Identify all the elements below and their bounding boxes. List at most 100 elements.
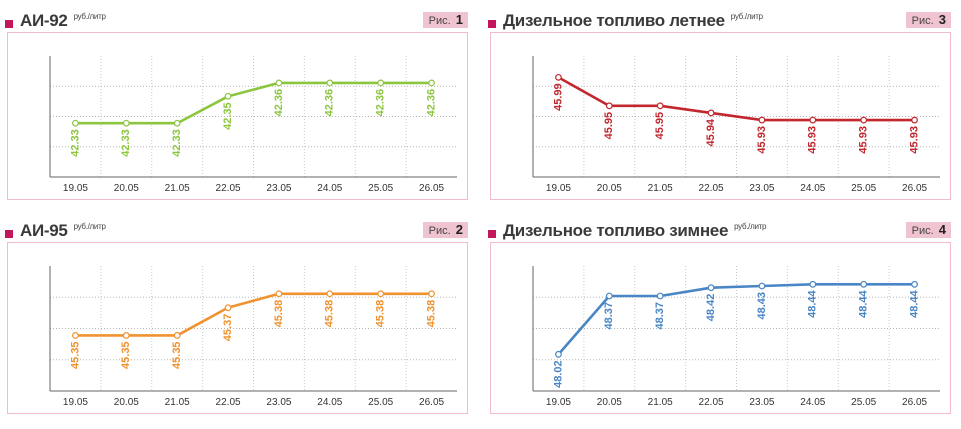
data-point <box>72 332 79 339</box>
data-point <box>173 119 181 127</box>
title-bullet <box>488 230 496 238</box>
chart-title: АИ-95 руб./литр <box>20 221 106 240</box>
chart-header: Дизельное топливо зимнее руб./литр Рис. 4 <box>488 220 951 242</box>
x-tick-label: 24.05 <box>800 397 825 408</box>
data-point <box>605 102 613 110</box>
chart-frame: 19.05 20.05 21.05 22.05 23.05 24.05 25.05 26.05… <box>7 32 468 200</box>
x-tick-label: 22.05 <box>216 183 241 194</box>
chart-title: Дизельное топливо зимнее руб./литр <box>503 221 767 240</box>
data-point <box>122 119 130 127</box>
chart-title: Дизельное топливо летнее руб./литр <box>503 11 763 30</box>
data-label: 45.35 <box>171 341 183 369</box>
data-label: 42.35 <box>222 102 234 130</box>
data-point <box>758 116 766 124</box>
chart-header: АИ-92 руб./литр Рис. 1 <box>5 10 468 32</box>
x-tick-label: 20.05 <box>597 397 622 408</box>
data-label: 45.95 <box>654 112 666 140</box>
chart-header: Дизельное топливо летнее руб./литр Рис. 3 <box>488 10 951 32</box>
x-tick-label: 25.05 <box>851 183 876 194</box>
data-point <box>860 280 868 288</box>
data-point <box>707 284 715 292</box>
x-tick-label: 19.05 <box>546 397 571 408</box>
data-point <box>555 350 562 358</box>
x-tick-label: 25.05 <box>851 397 876 408</box>
data-point <box>911 280 918 288</box>
data-point <box>809 280 817 288</box>
data-label: 42.36 <box>425 89 437 117</box>
data-label: 45.38 <box>273 300 285 328</box>
data-point <box>809 116 817 124</box>
data-label: 45.93 <box>807 126 819 154</box>
chart-plot: 19.05 20.05 21.05 22.05 23.05 24.05 25.05 26.05… <box>49 266 457 408</box>
data-label: 48.44 <box>908 289 920 317</box>
data-label: 45.38 <box>425 300 437 328</box>
data-label: 42.33 <box>120 129 132 157</box>
title-bullet <box>5 20 13 28</box>
x-tick-label: 21.05 <box>648 183 673 194</box>
data-point <box>911 116 918 124</box>
x-tick-label: 21.05 <box>648 397 673 408</box>
x-tick-label: 19.05 <box>63 183 88 194</box>
data-label: 48.44 <box>807 289 819 317</box>
x-tick-label: 23.05 <box>266 397 291 408</box>
x-tick-label: 26.05 <box>419 183 444 194</box>
series-line <box>557 283 915 356</box>
data-label: 45.35 <box>120 341 132 369</box>
unit-label: руб./литр <box>730 12 763 21</box>
data-point <box>224 304 232 312</box>
x-tick-label: 19.05 <box>546 183 571 194</box>
data-label: 48.42 <box>705 294 717 322</box>
chart-plot: 19.05 20.05 21.05 22.05 23.05 24.05 25.05 26.05… <box>49 56 457 194</box>
x-tick-label: 25.05 <box>368 183 393 194</box>
data-label: 42.33 <box>69 129 81 157</box>
x-tick-label: 22.05 <box>699 183 724 194</box>
x-tick-label: 26.05 <box>902 183 927 194</box>
x-tick-label: 20.05 <box>597 183 622 194</box>
data-point <box>377 79 385 87</box>
data-point <box>275 290 283 298</box>
data-point <box>275 79 283 87</box>
chart-panel-2: АИ-95 руб./литр Рис. 2 19.05 20.05 21.05 22.… <box>5 220 468 415</box>
chart-frame: 19.05 20.05 21.05 22.05 23.05 24.05 25.05 26.05… <box>490 242 951 414</box>
data-point <box>707 109 715 117</box>
chart-title: АИ-92 руб./литр <box>20 11 106 30</box>
chart-header: АИ-95 руб./литр Рис. 2 <box>5 220 468 242</box>
x-tick-label: 20.05 <box>114 397 139 408</box>
series-line <box>75 81 432 125</box>
x-tick-label: 22.05 <box>699 397 724 408</box>
series-line <box>557 76 915 122</box>
series-line <box>75 292 432 337</box>
data-point <box>860 116 868 124</box>
x-tick-label: 20.05 <box>114 183 139 194</box>
data-label: 45.93 <box>756 126 768 154</box>
data-point <box>758 282 766 290</box>
chart-plot: 19.05 20.05 21.05 22.05 23.05 24.05 25.05 26.05… <box>532 266 940 408</box>
unit-label: руб./литр <box>73 12 106 21</box>
x-tick-label: 23.05 <box>749 397 774 408</box>
data-label: 48.37 <box>654 302 666 330</box>
data-point <box>122 332 130 339</box>
x-tick-label: 26.05 <box>419 397 444 408</box>
data-point <box>428 79 435 87</box>
data-label: 45.94 <box>705 118 717 146</box>
x-tick-label: 24.05 <box>800 183 825 194</box>
x-tick-label: 21.05 <box>165 183 190 194</box>
data-point <box>72 119 79 127</box>
data-label: 45.38 <box>375 300 387 328</box>
data-point <box>173 332 181 339</box>
figure-tag: Рис. 3 <box>905 12 951 28</box>
data-label: 48.44 <box>858 289 870 317</box>
x-tick-label: 19.05 <box>63 397 88 408</box>
x-tick-label: 24.05 <box>317 397 342 408</box>
data-label: 48.37 <box>603 302 615 330</box>
data-label: 42.36 <box>324 89 336 117</box>
data-point <box>428 290 435 298</box>
chart-plot: 19.05 20.05 21.05 22.05 23.05 24.05 25.05 26.05… <box>532 56 940 194</box>
x-tick-label: 23.05 <box>266 183 291 194</box>
data-label: 45.95 <box>603 112 615 140</box>
chart-panel-1: АИ-92 руб./литр Рис. 1 19.05 20.05 21.05 22.… <box>5 10 468 200</box>
chart-frame: 19.05 20.05 21.05 22.05 23.05 24.05 25.05 26.05… <box>7 242 468 414</box>
data-label: 45.93 <box>858 126 870 154</box>
chart-panel-3: Дизельное топливо летнее руб./литр Рис. 3… <box>488 10 951 200</box>
data-label: 48.43 <box>756 292 768 320</box>
